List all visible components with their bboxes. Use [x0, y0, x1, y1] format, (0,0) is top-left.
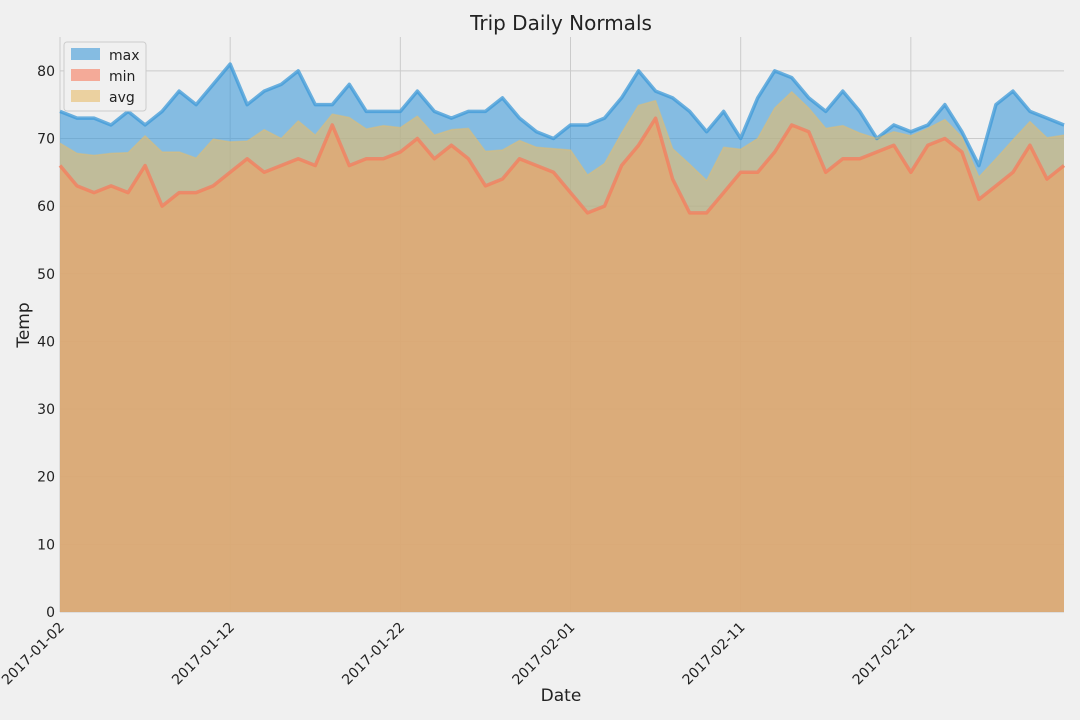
legend-label-min: min: [109, 69, 135, 85]
x-tick-label: 2017-01-12: [169, 620, 238, 689]
y-tick-label: 70: [37, 131, 55, 147]
x-axis-label: Date: [541, 686, 582, 706]
y-axis-label: Temp: [14, 302, 34, 348]
y-tick-label: 20: [37, 470, 55, 486]
x-tick-label: 2017-02-01: [509, 620, 578, 689]
x-tick-label: 2017-01-22: [339, 620, 408, 689]
x-tick-label: 2017-01-02: [0, 620, 68, 689]
legend-swatch-avg: [71, 90, 100, 102]
y-tick-label: 40: [37, 334, 55, 350]
y-tick-label: 50: [37, 267, 55, 283]
area-layer: [60, 64, 1064, 613]
x-tick-label: 2017-02-11: [680, 620, 749, 689]
legend-label-avg: avg: [109, 90, 135, 106]
y-tick-label: 10: [37, 537, 55, 553]
y-tick-label: 60: [37, 199, 55, 215]
y-tick-label: 0: [46, 605, 55, 621]
area-avg: [60, 91, 1064, 612]
legend-swatch-min: [71, 69, 100, 81]
legend: max min avg: [63, 41, 147, 112]
x-tick-label: 2017-02-21: [850, 620, 919, 689]
legend-swatch-max: [71, 48, 100, 60]
line-avg: [59, 91, 1065, 182]
line-layer: [58, 62, 1066, 215]
y-tick-label: 80: [37, 64, 55, 80]
legend-label-max: max: [109, 48, 140, 64]
y-tick-label: 30: [37, 402, 55, 418]
line-max: [59, 62, 1065, 168]
chart-title: Trip Daily Normals: [469, 11, 652, 35]
line-min: [58, 116, 1066, 215]
